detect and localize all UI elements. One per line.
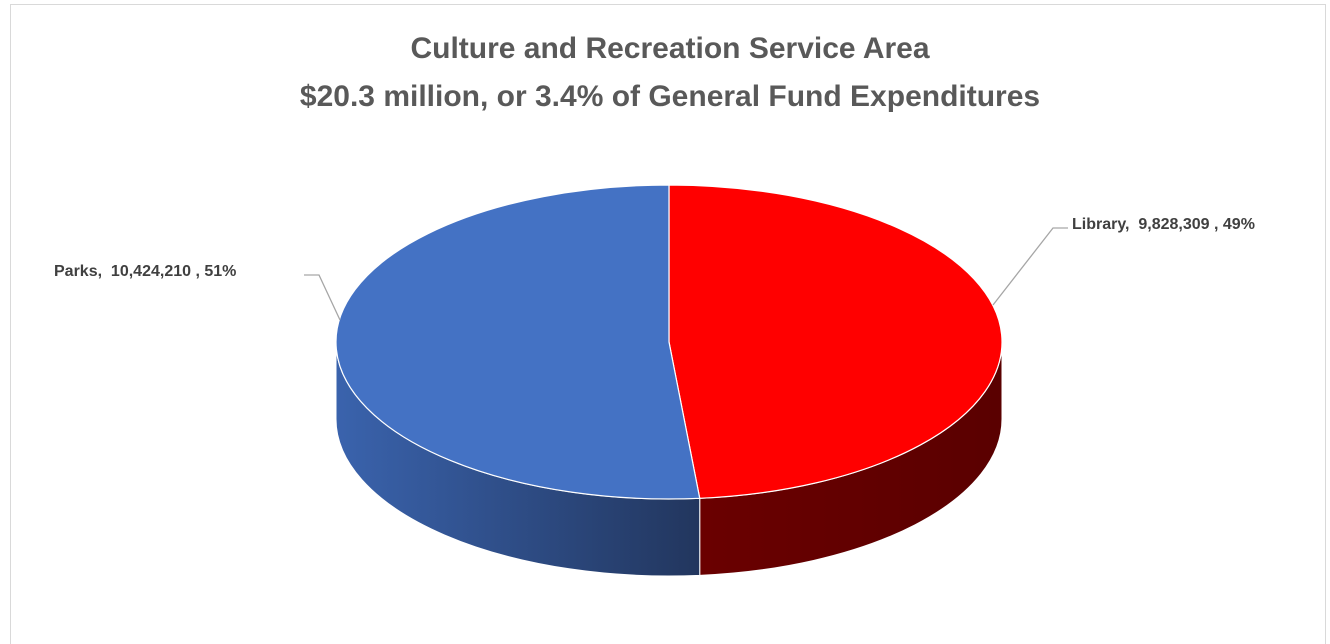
parks-leader-line	[304, 274, 341, 321]
library-slice	[668, 184, 1003, 499]
chart-subtitle: $20.3 million, or 3.4% of General Fund E…	[300, 80, 1040, 113]
library-data-label: Library, 9,828,309 , 49%	[1072, 216, 1255, 233]
parks-data-label: Parks, 10,424,210 , 51%	[54, 263, 236, 280]
library-leader-line	[992, 227, 1068, 306]
chart-title: Culture and Recreation Service Area	[410, 32, 929, 65]
parks-slice	[335, 184, 701, 500]
